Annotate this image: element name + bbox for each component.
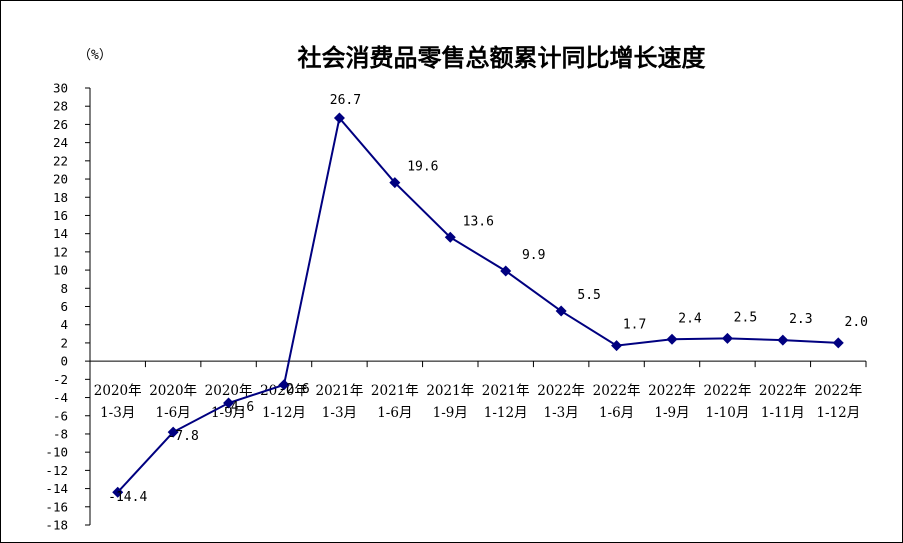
y-tick-label: -2 — [53, 372, 68, 387]
y-tick-label: -8 — [53, 426, 68, 441]
x-category-year: 2022年 — [537, 383, 585, 399]
y-axis: -18-16-14-12-10-8-6-4-202468101214161820… — [45, 81, 91, 533]
y-tick-label: 12 — [53, 244, 68, 259]
x-category-year: 2021年 — [426, 383, 474, 399]
chart-title: 社会消费品零售总额累计同比增长速度 — [297, 44, 706, 72]
y-tick-label: -6 — [53, 408, 68, 423]
data-label: 2.3 — [789, 312, 812, 327]
y-tick-label: 20 — [53, 172, 68, 187]
data-point-marker — [777, 334, 789, 346]
x-category-period: 1-3月 — [322, 405, 357, 421]
data-label: 13.6 — [463, 214, 494, 229]
x-category-year: 2022年 — [814, 383, 862, 399]
x-category-year: 2021年 — [371, 383, 419, 399]
x-axis: 2020年 1-3月 2020年 1-6月 2020年 1-9月 2020年 1-12月 202… — [89, 360, 867, 421]
data-label: 2.4 — [678, 311, 702, 326]
x-category-year: 2021年 — [315, 383, 363, 399]
x-category-year: 2020年 — [94, 383, 142, 399]
data-point-marker — [555, 305, 567, 317]
x-category-year: 2020年 — [149, 383, 197, 399]
data-label: 2.0 — [845, 315, 868, 330]
data-point-marker — [167, 426, 179, 438]
x-category-period: 1-10月 — [706, 405, 750, 421]
data-label: -2.6 — [278, 382, 309, 397]
x-category-period: 1-12月 — [484, 405, 528, 421]
series-line — [116, 115, 839, 493]
x-category-year: 2020年 — [205, 383, 253, 399]
data-point-marker — [666, 333, 678, 345]
x-category-year: 2022年 — [648, 383, 696, 399]
x-category-period: 1-3月 — [100, 405, 135, 421]
x-category-period: 1-9月 — [211, 405, 246, 421]
y-tick-label: 30 — [53, 81, 68, 96]
x-category-period: 1-11月 — [761, 405, 805, 421]
x-category-year: 2022年 — [759, 383, 807, 399]
data-point-marker — [832, 337, 844, 349]
data-point-marker — [611, 340, 623, 352]
data-point-marker — [721, 332, 733, 344]
data-label: -4.6 — [223, 400, 254, 415]
y-tick-label: 0 — [60, 354, 68, 369]
data-label: 5.5 — [577, 288, 600, 303]
y-tick-label: 22 — [53, 153, 68, 168]
x-category-period: 1-6月 — [377, 405, 412, 421]
x-category-period: 1-12月 — [816, 405, 860, 421]
y-tick-label: -16 — [45, 499, 68, 514]
y-tick-label: 2 — [60, 335, 68, 350]
x-category-period: 1-9月 — [654, 405, 689, 421]
data-point-marker — [333, 112, 345, 124]
x-category-period: 1-6月 — [156, 405, 191, 421]
y-tick-label: 4 — [60, 317, 68, 332]
x-category-period: 1-12月 — [262, 405, 306, 421]
data-label: -14.4 — [108, 490, 147, 505]
y-tick-label: -10 — [45, 445, 68, 460]
y-tick-label: 6 — [60, 299, 68, 314]
data-label: 1.7 — [623, 318, 646, 333]
y-tick-label: 14 — [53, 226, 68, 241]
data-label: 9.9 — [522, 248, 545, 263]
y-tick-label: -12 — [45, 463, 68, 478]
y-tick-label: 18 — [53, 190, 68, 205]
y-tick-label: 16 — [53, 208, 68, 223]
y-tick-label: -18 — [45, 518, 68, 533]
y-tick-label: 24 — [53, 135, 68, 150]
data-point-marker — [112, 486, 124, 498]
x-category-period: 1-3月 — [544, 405, 579, 421]
data-point-marker — [444, 231, 456, 243]
data-point-marker — [223, 397, 235, 409]
y-tick-label: -4 — [53, 390, 68, 405]
data-label: -7.8 — [167, 429, 198, 444]
data-label: 19.6 — [407, 160, 438, 175]
y-tick-label: 26 — [53, 117, 68, 132]
x-category-year: 2022年 — [703, 383, 751, 399]
x-category-year: 2022年 — [593, 383, 641, 399]
series — [112, 112, 844, 498]
data-point-marker — [389, 177, 401, 189]
x-category-period: 1-6月 — [599, 405, 634, 421]
x-category-period: 1-9月 — [433, 405, 468, 421]
data-labels: -14.4 -7.8 -4.6 -2.6 26.7 19.6 13.6 9.9 5.5 1.7 2.… — [108, 93, 868, 505]
y-unit-label: （%） — [78, 48, 112, 63]
y-tick-label: 10 — [53, 263, 68, 278]
data-point-marker — [278, 379, 290, 391]
x-category-year: 2020年 — [260, 383, 308, 399]
y-tick-label: -14 — [45, 481, 68, 496]
x-category-year: 2021年 — [482, 383, 530, 399]
y-tick-label: 28 — [53, 99, 68, 114]
data-point-marker — [500, 265, 512, 277]
data-label: 26.7 — [330, 93, 361, 108]
y-tick-label: 8 — [60, 281, 68, 296]
data-label: 2.5 — [734, 310, 757, 325]
